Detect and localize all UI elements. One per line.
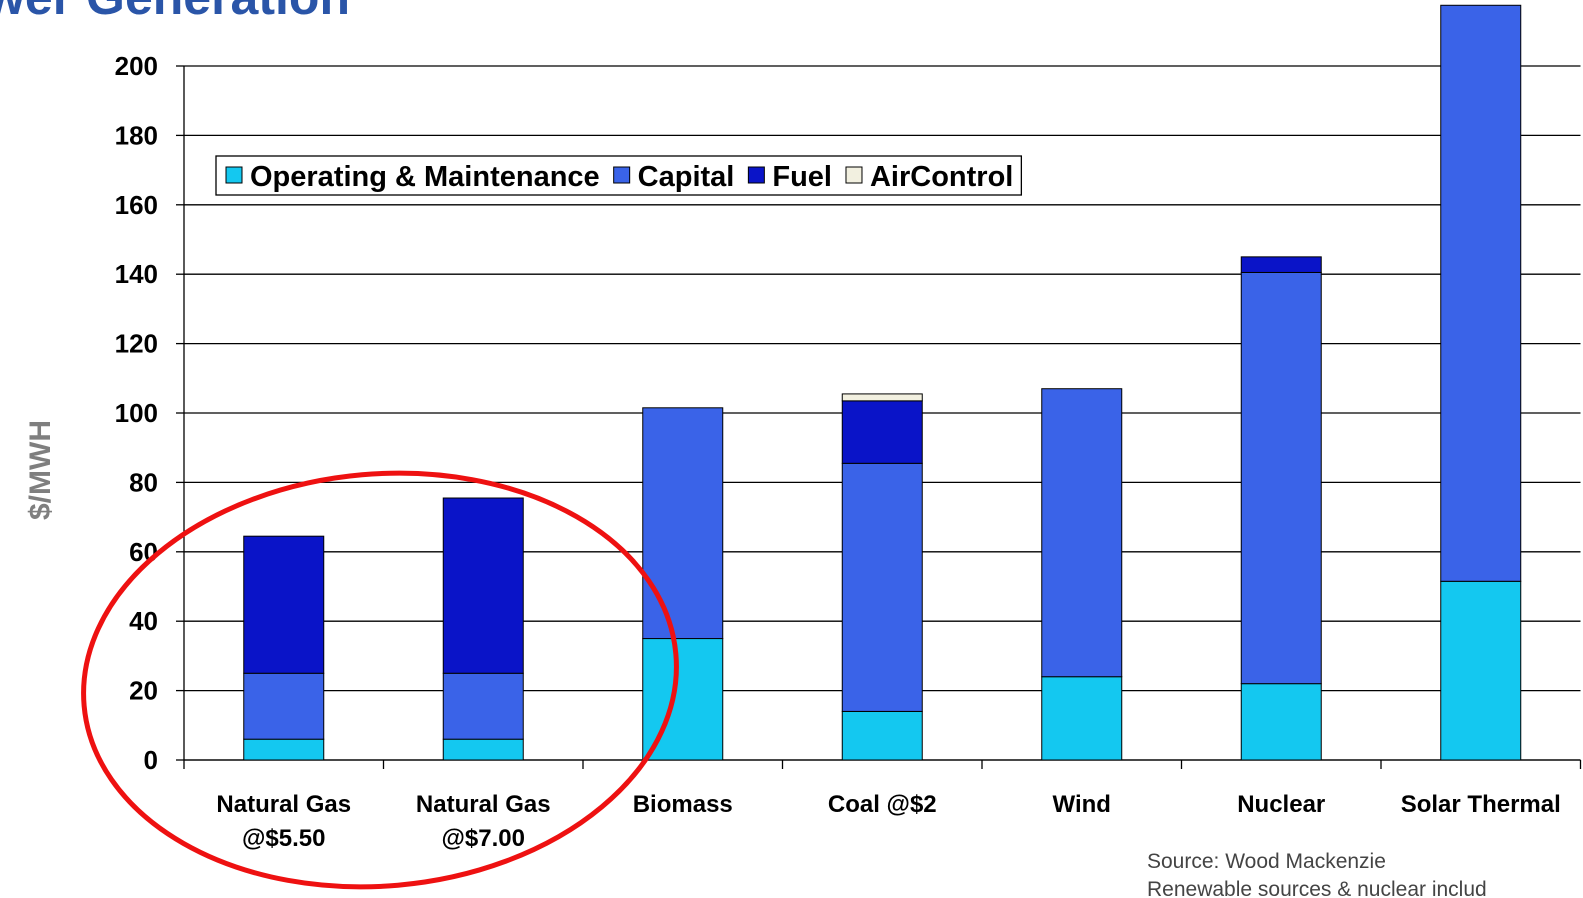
bar-segment bbox=[1240, 256, 1322, 273]
bar-segment bbox=[642, 407, 724, 640]
y-tick-label: 20 bbox=[129, 676, 158, 706]
y-tick-label: 200 bbox=[115, 51, 158, 81]
legend-label: Fuel bbox=[772, 161, 832, 193]
y-tick-label: 40 bbox=[129, 606, 158, 636]
bar-segment bbox=[841, 393, 923, 402]
bar-segment bbox=[243, 672, 325, 740]
x-tick-label: Natural Gas @$5.50 bbox=[216, 791, 352, 852]
annotation-ellipse bbox=[81, 470, 679, 890]
y-tick-label: 0 bbox=[144, 745, 158, 775]
bar-segment bbox=[1240, 683, 1322, 761]
y-axis-label: $/MWH bbox=[24, 420, 57, 520]
bar-segment bbox=[841, 400, 923, 464]
bar-segment bbox=[841, 462, 923, 712]
y-tick-label: 180 bbox=[115, 120, 158, 150]
y-tick-label: 140 bbox=[115, 259, 158, 289]
y-tick-label: 60 bbox=[129, 537, 158, 567]
legend-swatch bbox=[747, 166, 765, 184]
bar-segment bbox=[243, 738, 325, 761]
bar-segment bbox=[841, 710, 923, 761]
bar-segment bbox=[243, 535, 325, 674]
bar-segment bbox=[1440, 580, 1522, 761]
bar-segment bbox=[1240, 271, 1322, 685]
bar-segment bbox=[442, 497, 524, 674]
legend-label: AirControl bbox=[870, 161, 1013, 193]
x-tick-label: Natural Gas @$7.00 bbox=[415, 791, 551, 852]
legend-swatch bbox=[225, 166, 243, 184]
note: Source: Wood Mackenzie bbox=[1147, 850, 1386, 873]
x-tick-label: Biomass bbox=[632, 791, 733, 818]
x-tick-label: Coal @$2 bbox=[827, 791, 937, 818]
y-tick-label: 160 bbox=[115, 190, 158, 220]
chart-title: wer Generation bbox=[0, 0, 350, 25]
y-tick-label: 80 bbox=[129, 467, 158, 497]
y-tick-label: 120 bbox=[115, 329, 158, 359]
note: Renewable sources & nuclear includ bbox=[1147, 878, 1487, 898]
x-tick-label: Solar Thermal bbox=[1400, 791, 1561, 818]
x-tick-label: Wind bbox=[1052, 791, 1111, 818]
bar-segment bbox=[1041, 676, 1123, 761]
x-tick-label: Nuclear bbox=[1237, 791, 1326, 818]
bar-segment bbox=[442, 738, 524, 761]
bar-segment bbox=[1041, 388, 1123, 678]
legend-swatch bbox=[845, 166, 863, 184]
y-tick-label: 100 bbox=[115, 398, 158, 428]
legend-label: Capital bbox=[638, 161, 735, 193]
legend-label: Operating & Maintenance bbox=[250, 161, 600, 193]
bar-segment bbox=[1440, 4, 1522, 582]
bar-segment bbox=[442, 672, 524, 740]
legend-swatch bbox=[613, 166, 631, 184]
